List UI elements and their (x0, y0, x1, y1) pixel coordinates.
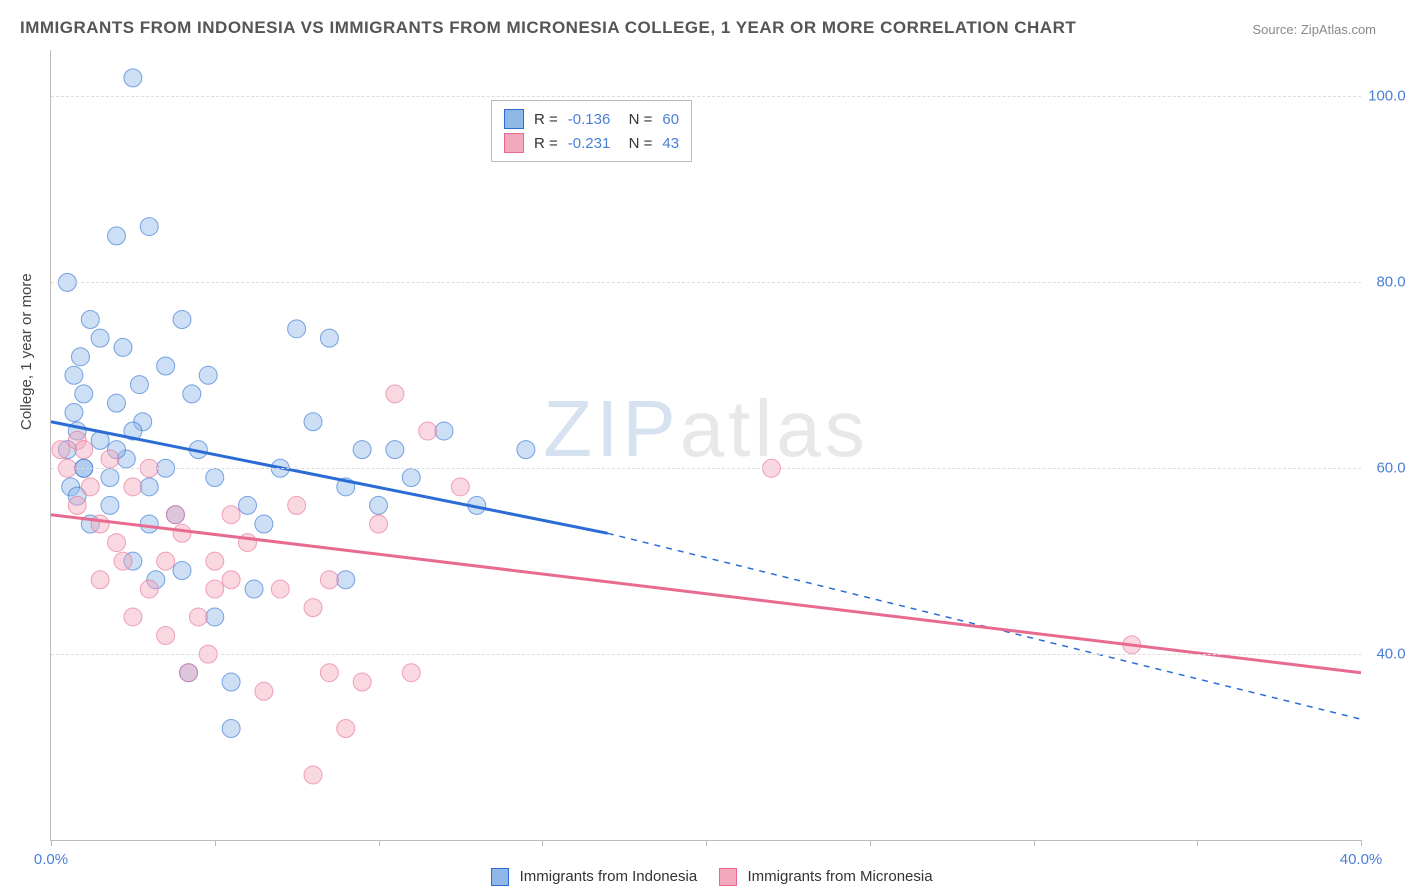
scatter-svg (51, 50, 1361, 840)
chart-title: IMMIGRANTS FROM INDONESIA VS IMMIGRANTS … (20, 18, 1076, 38)
swatch-micronesia-bottom (719, 868, 737, 886)
chart-container: IMMIGRANTS FROM INDONESIA VS IMMIGRANTS … (0, 0, 1406, 892)
correlation-legend: R = -0.136 N = 60 R = -0.231 N = 43 (491, 100, 692, 162)
y-axis-label: College, 1 year or more (18, 273, 35, 430)
x-tick-label: 0.0% (34, 851, 68, 868)
source-label: Source: ZipAtlas.com (1252, 22, 1376, 37)
y-tick-label: 80.0% (1376, 274, 1406, 291)
legend-row-micronesia: R = -0.231 N = 43 (504, 131, 679, 155)
series-legend: Immigrants from Indonesia Immigrants fro… (0, 868, 1406, 886)
y-tick-label: 40.0% (1376, 646, 1406, 663)
x-tick-label: 40.0% (1340, 851, 1383, 868)
y-tick-label: 60.0% (1376, 460, 1406, 477)
swatch-micronesia (504, 133, 524, 153)
swatch-indonesia-bottom (491, 868, 509, 886)
plot-area: ZIPatlas R = -0.136 N = 60 R = -0.231 N … (50, 50, 1361, 841)
legend-row-indonesia: R = -0.136 N = 60 (504, 107, 679, 131)
swatch-indonesia (504, 109, 524, 129)
y-tick-label: 100.0% (1368, 88, 1406, 105)
